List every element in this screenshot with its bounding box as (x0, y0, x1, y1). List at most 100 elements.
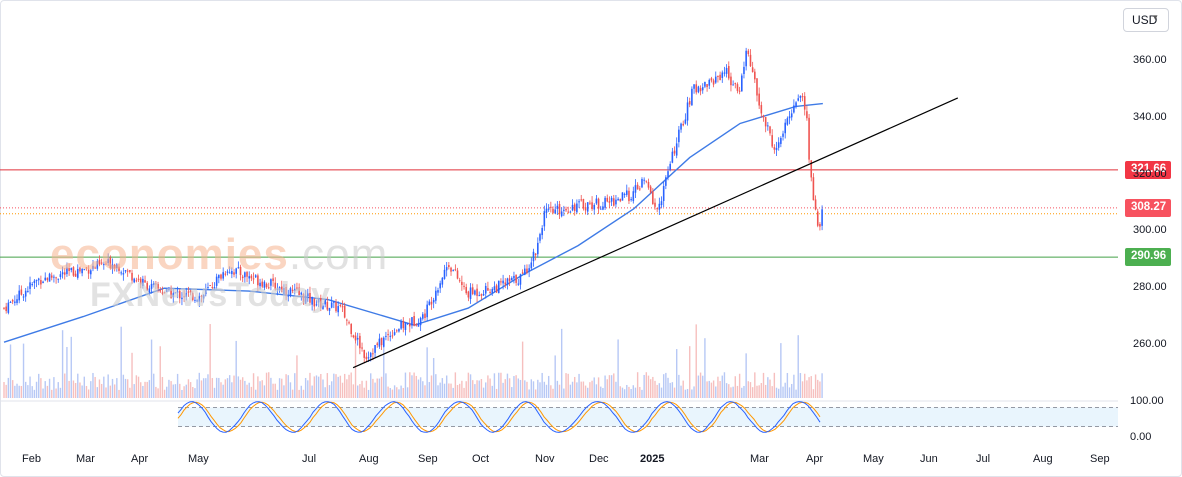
volume-bar (413, 372, 415, 398)
candle (456, 270, 459, 279)
volume-bar (456, 385, 459, 398)
volume-bar (422, 381, 424, 398)
candle (625, 190, 628, 195)
volume-bar (725, 383, 728, 398)
candle (719, 74, 721, 81)
volume-bar (435, 374, 437, 398)
volume-bar (745, 353, 747, 398)
volume-bar (74, 382, 77, 398)
volume-bar (556, 380, 559, 398)
volume-bar (758, 385, 760, 398)
volume-bar (31, 386, 33, 398)
candle (734, 83, 737, 85)
volume-bar (660, 387, 663, 398)
candle (337, 306, 339, 313)
volume-bar (196, 379, 198, 398)
trendline (352, 97, 959, 369)
candle (133, 278, 135, 283)
candle (534, 253, 537, 256)
volume-bar (613, 373, 615, 398)
candle (461, 281, 463, 286)
y-tick-label: 280.00 (1133, 281, 1167, 294)
candle (113, 264, 116, 269)
candle (632, 191, 635, 202)
candle (222, 272, 224, 279)
currency-label: USD (1132, 13, 1158, 27)
candle (422, 314, 424, 319)
volume-bar (476, 380, 478, 398)
volume-bar (495, 388, 498, 398)
volume-bar (619, 386, 621, 398)
currency-selector[interactable]: USD ▾ (1123, 8, 1169, 32)
y-tick-label: 360.00 (1133, 54, 1167, 66)
candle (710, 78, 713, 81)
candle (816, 211, 819, 226)
candle (797, 98, 800, 101)
candle (519, 274, 522, 285)
candle (424, 313, 426, 319)
volume-bar (215, 377, 218, 398)
candle (76, 268, 79, 278)
volume-bar (100, 383, 103, 398)
volume-bar (66, 346, 68, 398)
volume-bar (780, 343, 782, 398)
candle (419, 317, 422, 326)
x-tick-label: May (863, 453, 884, 465)
candle (604, 197, 606, 208)
candle (751, 67, 754, 73)
candle (714, 76, 717, 83)
candle (263, 281, 266, 288)
candle (94, 267, 96, 269)
volume-bar (719, 381, 721, 398)
candle (155, 283, 157, 285)
candle (183, 296, 185, 298)
volume-bar (192, 387, 194, 398)
x-tick-label: Nov (535, 453, 555, 465)
volume-bar (461, 380, 463, 398)
candle (580, 199, 583, 201)
volume-bar (482, 387, 485, 398)
candle (684, 119, 687, 124)
candle (7, 302, 10, 313)
volume-bar (782, 386, 784, 398)
volume-bar (283, 385, 285, 398)
volume-bar (44, 381, 46, 398)
candle (508, 278, 511, 282)
volume-bar (610, 375, 613, 398)
candle (367, 357, 370, 359)
candle (159, 290, 162, 292)
volume-bar (330, 381, 333, 398)
volume-bar (42, 388, 44, 398)
candle (335, 302, 337, 312)
candle (821, 209, 823, 226)
candle (9, 301, 12, 303)
volume-bar (281, 378, 283, 398)
volume-bar (92, 372, 94, 398)
candle (743, 66, 745, 75)
volume-bar (491, 385, 493, 398)
volume-bar (181, 389, 183, 398)
candle (207, 287, 209, 289)
candle (165, 288, 168, 293)
candle (280, 286, 283, 292)
volume-bar (265, 372, 268, 398)
volume-bar (61, 330, 64, 398)
volume-bar (179, 383, 181, 398)
candle (630, 199, 632, 201)
candle (426, 304, 428, 318)
volume-bar (469, 374, 472, 398)
volume-bar (233, 375, 235, 398)
candle (563, 209, 565, 211)
candle (589, 202, 591, 204)
candle (660, 201, 663, 206)
candle (554, 209, 556, 214)
candle (267, 287, 270, 289)
candle (727, 66, 730, 79)
candle (79, 267, 81, 272)
x-tick-label: 2025 (640, 453, 665, 465)
volume-bar (81, 385, 83, 398)
candle (693, 84, 695, 89)
candle (704, 81, 706, 87)
candle (558, 204, 561, 215)
